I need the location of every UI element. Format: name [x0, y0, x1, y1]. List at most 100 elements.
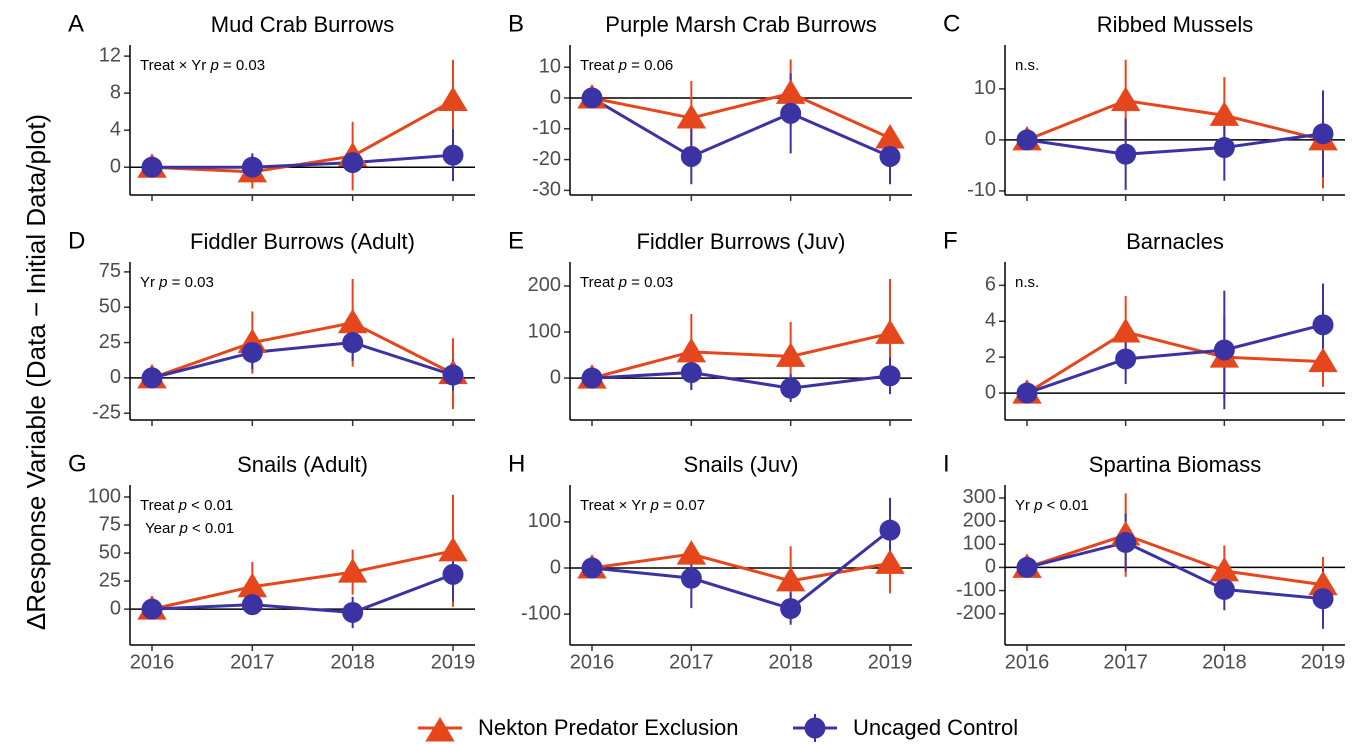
panel-title: Mud Crab Burrows	[211, 12, 394, 37]
annotation-part: Treat × Yr	[580, 497, 650, 514]
y-tick-label: 25	[99, 569, 121, 591]
y-tick-label: -100	[521, 602, 561, 624]
series-line	[151, 321, 454, 380]
y-tick-label: 0	[985, 128, 996, 150]
annotation-part: p	[178, 497, 187, 514]
y-axis-label: ΔResponse Variable (Data − Initial Data/…	[21, 114, 51, 630]
y-tick-label: -10	[967, 179, 996, 201]
panel-title: Fiddler Burrows (Adult)	[190, 229, 415, 254]
y-tick-label: 4	[110, 118, 121, 140]
circle-marker	[141, 367, 163, 389]
annotation: n.s.	[1015, 57, 1039, 74]
series-line	[591, 371, 891, 390]
series-line	[151, 341, 454, 380]
circle-marker	[342, 601, 364, 623]
annotation: Treat p < 0.01	[140, 497, 233, 514]
series-line	[152, 153, 454, 169]
y-tick-label: 300	[963, 486, 996, 508]
annotation: Treat × Yr p = 0.07	[580, 497, 705, 514]
triangle-marker	[1209, 101, 1240, 126]
series-line	[151, 99, 454, 174]
panel-letter: I	[943, 450, 950, 477]
y-tick-label: 4	[985, 310, 996, 332]
triangle-marker	[438, 536, 468, 562]
y-tick-label: 0	[110, 597, 121, 619]
y-tick-label: -200	[956, 602, 996, 624]
circle-marker	[141, 598, 163, 620]
circle-marker	[581, 87, 603, 109]
circle-marker	[141, 156, 163, 178]
panel-letter: D	[68, 227, 85, 254]
panel-letter: G	[68, 450, 87, 477]
circle-marker	[1115, 348, 1137, 370]
circle-marker	[442, 144, 464, 166]
y-tick-label: 25	[99, 331, 121, 353]
triangle-marker	[337, 308, 368, 334]
triangle-marker	[337, 558, 368, 583]
y-tick-label: 100	[963, 533, 996, 555]
circle-marker	[804, 717, 826, 739]
triangle-marker	[1110, 86, 1141, 112]
annotation: Year p < 0.01	[145, 520, 234, 537]
circle-marker	[581, 557, 603, 579]
series-line	[591, 529, 891, 611]
series-line	[151, 549, 454, 611]
circle-marker	[1312, 588, 1334, 610]
triangle-marker	[1110, 318, 1141, 343]
panel-letter: H	[508, 450, 525, 477]
annotation-part: Treat	[580, 274, 619, 291]
triangle-marker	[1308, 347, 1338, 373]
annotation: Treat × Yr p = 0.03	[140, 57, 265, 74]
x-tick-label: 2018	[330, 651, 375, 673]
triangle-marker	[875, 549, 905, 574]
y-tick-label: 200	[528, 274, 561, 296]
triangle-marker	[775, 79, 806, 104]
circle-marker	[780, 102, 802, 124]
x-tick-label: 2019	[431, 651, 476, 673]
circle-marker	[1213, 578, 1235, 600]
circle-marker	[1213, 137, 1235, 159]
y-tick-label: 6	[985, 274, 996, 296]
panel-letter: B	[508, 10, 524, 37]
annotation-part: p	[618, 274, 627, 291]
annotation-part: Yr	[1015, 497, 1034, 514]
panel-title: Ribbed Mussels	[1097, 12, 1254, 37]
x-tick-label: 2018	[768, 651, 813, 673]
annotation-part: n.s.	[1015, 274, 1039, 291]
annotation-part: p	[178, 520, 187, 537]
circle-marker	[780, 598, 802, 620]
x-tick-label: 2016	[1005, 651, 1050, 673]
panel-title: Barnacles	[1126, 229, 1224, 254]
annotation: Yr p = 0.03	[140, 274, 214, 291]
circle-marker	[442, 364, 464, 386]
y-tick-label: 0	[110, 156, 121, 178]
y-tick-label: 0	[985, 556, 996, 578]
series-line	[1026, 533, 1324, 587]
y-tick-label: 8	[110, 81, 121, 103]
annotation-part: p	[209, 57, 218, 74]
annotation-part: < 0.01	[1043, 497, 1089, 514]
panel-letter: A	[68, 10, 84, 37]
circle-marker	[680, 145, 702, 167]
annotation-part: = 0.03	[168, 274, 214, 291]
circle-marker	[1016, 382, 1038, 404]
triangle-marker	[1209, 556, 1240, 582]
panel-title: Spartina Biomass	[1089, 452, 1261, 477]
annotation-part: p	[158, 274, 167, 291]
circle-marker	[1312, 314, 1334, 336]
triangle-marker	[438, 86, 468, 112]
series-line	[591, 331, 891, 380]
series-line	[1026, 132, 1324, 156]
circle-marker	[1016, 556, 1038, 578]
y-tick-label: 0	[985, 381, 996, 403]
panel-title: Fiddler Burrows (Juv)	[636, 229, 845, 254]
circle-marker	[879, 365, 901, 387]
annotation-part: Treat	[140, 497, 179, 514]
circle-marker	[780, 377, 802, 399]
annotation: Treat p = 0.06	[580, 57, 673, 74]
panel-title: Purple Marsh Crab Burrows	[605, 12, 876, 37]
panel-letter: C	[943, 10, 960, 37]
series-line	[591, 91, 891, 140]
x-tick-label: 2017	[230, 651, 275, 673]
